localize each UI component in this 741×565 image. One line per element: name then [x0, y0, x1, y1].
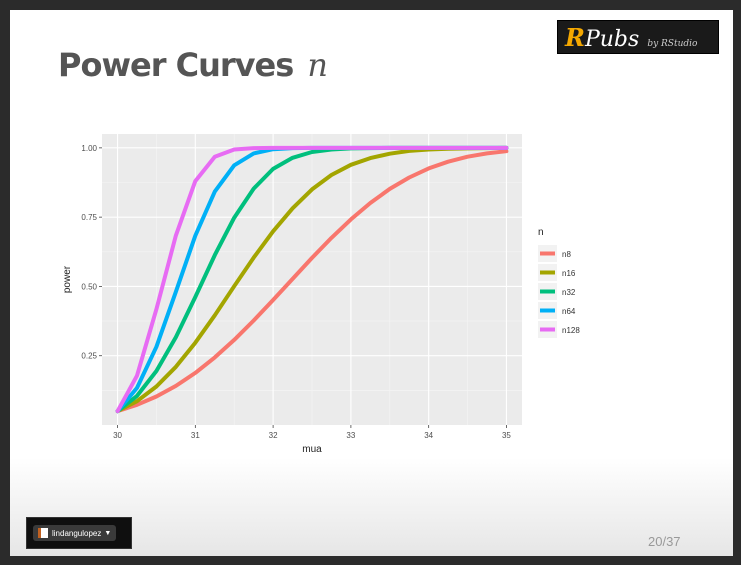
user-menu-button[interactable]: lindangulopez ▼ — [26, 517, 132, 549]
x-tick-label: 32 — [269, 431, 278, 440]
user-menu-inner[interactable]: lindangulopez ▼ — [33, 525, 117, 541]
chart-y-ticks: 0.25 0.50 0.75 1.00 — [81, 144, 102, 361]
slide-title-math: n — [307, 46, 328, 84]
chart-x-ticks: 30 31 32 33 34 35 — [113, 425, 511, 440]
x-tick-label: 34 — [424, 431, 433, 440]
legend-label-n64: n64 — [562, 307, 576, 316]
rpubs-logo[interactable]: R Pubs by RStudio — [557, 20, 719, 54]
legend-label-n8: n8 — [562, 250, 571, 259]
y-tick-label: 0.75 — [81, 213, 97, 222]
x-tick-label: 31 — [191, 431, 200, 440]
legend-label-n16: n16 — [562, 269, 576, 278]
chart-legend: n n8 n16 n32 n64 n128 — [538, 227, 580, 338]
y-tick-label: 1.00 — [81, 144, 97, 153]
slide-title: Power Curves n — [58, 46, 328, 84]
rpubs-logo-r: R — [565, 23, 585, 52]
series-line-n128 — [115, 145, 509, 414]
legend-label-n128: n128 — [562, 326, 580, 335]
chart-legend-title: n — [538, 227, 544, 238]
chart-x-label: mua — [302, 444, 322, 455]
x-tick-label: 35 — [502, 431, 511, 440]
chart-series — [115, 145, 509, 414]
y-tick-label: 0.50 — [81, 282, 97, 291]
x-tick-label: 33 — [346, 431, 355, 440]
rpubs-logo-by: by RStudio — [647, 39, 698, 49]
user-name: lindangulopez — [52, 528, 102, 538]
y-tick-label: 0.25 — [81, 352, 97, 361]
power-curves-chart: 30 31 32 33 34 35 0.250.500.751.00 mua power … — [62, 134, 580, 455]
legend-label-n32: n32 — [562, 288, 576, 297]
chart-y-label: power — [62, 265, 73, 293]
slide-title-text: Power Curves — [58, 46, 294, 84]
caret-down-icon: ▼ — [104, 529, 112, 537]
user-avatar-icon — [38, 528, 48, 538]
series-line-n8 — [115, 149, 509, 414]
rpubs-logo-pubs: Pubs — [584, 27, 640, 52]
page-number: 20/37 — [648, 534, 681, 549]
x-tick-label: 30 — [113, 431, 122, 440]
